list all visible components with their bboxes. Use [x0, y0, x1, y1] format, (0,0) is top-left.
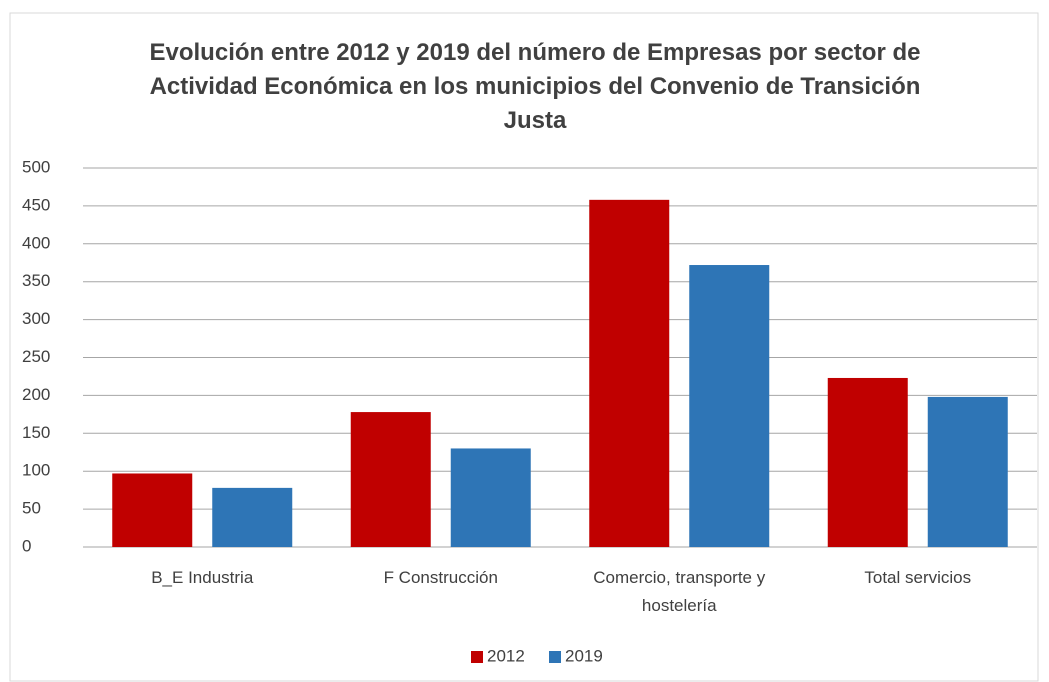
- legend-label: 2019: [565, 646, 603, 665]
- legend-label: 2012: [487, 646, 525, 665]
- y-tick-label: 450: [22, 195, 50, 214]
- x-tick-label: F Construcción: [383, 568, 498, 587]
- y-tick-label: 0: [22, 536, 31, 555]
- y-tick-label: 500: [22, 157, 50, 176]
- bar: [927, 396, 1008, 547]
- bar: [689, 265, 770, 547]
- bar: [112, 473, 193, 547]
- legend-swatch: [471, 651, 483, 663]
- legend-swatch: [549, 651, 561, 663]
- bar: [350, 412, 431, 547]
- x-tick-label: B_E Industria: [151, 568, 254, 587]
- y-tick-label: 400: [22, 233, 50, 252]
- bar: [212, 487, 293, 547]
- y-tick-label: 200: [22, 385, 50, 404]
- y-tick-label: 300: [22, 309, 50, 328]
- y-tick-label: 350: [22, 271, 50, 290]
- chart-title: Evolución entre 2012 y 2019 del número d…: [149, 39, 921, 134]
- bar: [827, 377, 908, 547]
- bar: [450, 448, 531, 547]
- y-tick-label: 250: [22, 347, 50, 366]
- y-tick-label: 150: [22, 423, 50, 442]
- y-tick-label: 100: [22, 461, 50, 480]
- x-tick-label: Comercio, transporte y hostelería: [593, 568, 766, 615]
- x-tick-label: Total servicios: [864, 568, 972, 587]
- bar: [589, 199, 670, 547]
- chart-border: [9, 12, 1039, 682]
- y-tick-label: 50: [22, 499, 41, 518]
